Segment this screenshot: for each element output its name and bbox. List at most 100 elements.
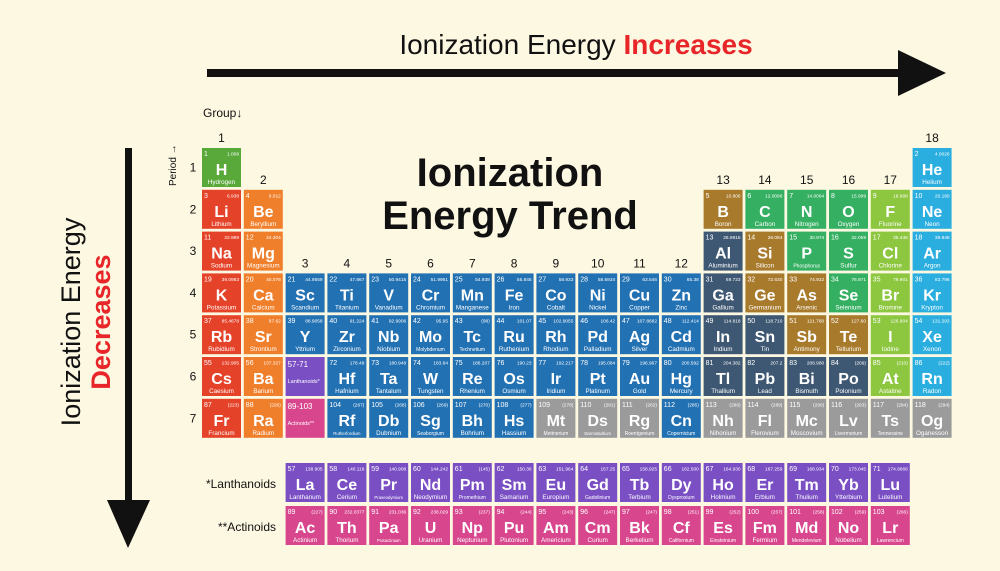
atomic-mass: (244) [520,510,532,516]
element-symbol: Eu [546,477,566,494]
element-symbol: Sc [295,287,315,304]
element-name: Lanthanum [289,494,321,501]
element-symbol: Cd [671,329,692,346]
element-cell [870,398,910,438]
element-symbol: Rg [629,413,650,430]
atomic-mass: 35.446 [893,235,908,241]
element-cell [745,463,785,502]
element-name: Protactinium [377,538,401,543]
element-cell [703,315,743,355]
element-cell [243,189,283,229]
element-name: Curium [588,537,608,544]
element-cell [452,273,492,313]
atomic-mass: 20.180 [935,193,950,199]
element-symbol: Tl [716,371,730,388]
element-cell [620,506,659,545]
atomic-number: 57 [288,466,296,473]
element-cell [912,398,952,438]
element-name: Bismuth [795,388,818,395]
element-cell [745,357,785,396]
atomic-mass: (282) [646,402,658,408]
element-name: Californium [669,538,694,544]
element-symbol: Cl [882,246,898,263]
element-name: Iron [509,304,520,311]
atomic-number: 67 [706,466,714,473]
atomic-number: 66 [664,466,672,473]
atomic-number: 42 [413,318,421,325]
element-symbol: Ce [337,477,358,494]
atomic-mass: (293) [855,402,867,408]
group-number: 3 [302,256,309,270]
element-symbol: Lr [882,520,898,537]
element-symbol: Hg [671,371,692,388]
element-symbol: Bh [462,413,483,430]
element-cell [202,315,241,355]
atomic-mass: 174.9668 [888,467,908,473]
atomic-mass: 58.933 [559,277,574,283]
element-name: Einsteinium [710,538,736,544]
element-name: Rhodium [543,346,568,353]
element-name: Helium [922,179,942,186]
element-cell [243,231,283,271]
atomic-number: 106 [413,402,425,409]
atomic-mass: 10.806 [726,193,741,199]
atomic-mass: (269) [437,402,449,408]
atomic-number: 87 [204,402,212,409]
atomic-number: 84 [831,360,839,367]
atomic-number: 99 [706,509,714,516]
atomic-mass: (252) [729,510,741,516]
element-name: Flerovium [751,430,779,437]
element-symbol: Dy [671,477,692,494]
atomic-number: 109 [538,402,550,409]
element-cell [620,273,659,313]
element-symbol: Re [462,371,483,388]
group-number: 16 [842,173,856,187]
atomic-number: 23 [371,276,379,283]
atomic-mass: 183.84 [433,361,448,367]
atomic-mass: 78.971 [851,277,866,283]
header-text: Ionization Energy [399,29,615,60]
atomic-mass: 54.938 [475,277,490,283]
element-cell [578,357,618,396]
atomic-number: 111 [622,402,633,409]
element-cell [536,315,576,355]
atomic-mass: 144.242 [431,467,449,473]
element-symbol: Tc [464,329,482,346]
atomic-mass: 132.905 [222,361,240,367]
atomic-mass: 50.9415 [389,277,407,283]
element-symbol: Lu [881,477,901,494]
element-cell [494,463,534,502]
element-name: Gadolinium [585,495,610,501]
element-cell [620,315,659,355]
element-cell [327,357,367,396]
element-cell [703,357,743,396]
atomic-mass: (281) [604,402,616,408]
atomic-number: 83 [789,360,797,367]
element-symbol: Ho [712,477,734,494]
atomic-mass: 138.905 [305,467,323,473]
header-emphasis: Increases [623,29,752,60]
element-cell [494,398,534,438]
element-symbol: Rn [921,371,942,388]
atomic-number: 32 [747,276,755,283]
atomic-mass: 204.382 [723,361,741,367]
atomic-mass: (258) [813,510,825,516]
element-cell [787,273,827,313]
atomic-number: 21 [288,276,296,283]
atomic-mass: (259) [855,510,867,516]
atomic-number: 65 [622,466,630,473]
element-name: Neon [925,221,941,228]
element-name: Iridium [546,388,565,395]
title: Ionization [417,151,604,195]
atomic-number: 38 [246,318,254,325]
element-symbol: Cn [671,413,692,430]
atomic-number: 28 [580,276,588,283]
element-symbol: Nb [378,329,400,346]
element-name: Promethium [459,495,486,501]
element-name: Gallium [712,304,733,311]
element-cell [787,231,827,271]
atomic-number: 60 [413,466,421,473]
element-cell [829,231,868,271]
element-name: Antimony [794,346,821,353]
element-cell [912,357,952,396]
